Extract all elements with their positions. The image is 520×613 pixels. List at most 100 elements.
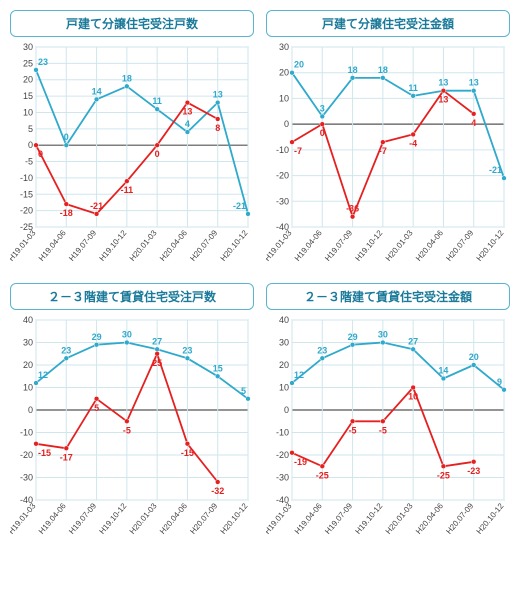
- svg-text:0: 0: [28, 140, 33, 150]
- svg-text:H20.07-09: H20.07-09: [444, 228, 475, 263]
- svg-text:H20.04-06: H20.04-06: [414, 228, 445, 263]
- svg-text:20: 20: [23, 360, 33, 370]
- svg-text:0: 0: [28, 405, 33, 415]
- svg-text:13: 13: [182, 107, 192, 117]
- svg-text:H20.04-06: H20.04-06: [158, 501, 189, 536]
- svg-text:5: 5: [94, 403, 99, 413]
- svg-text:H20.04-06: H20.04-06: [414, 501, 445, 536]
- svg-text:20: 20: [279, 68, 289, 78]
- panel-tl: 戸建て分譲住宅受注戸数 -25-20-15-10-5051015202530H1…: [10, 10, 254, 271]
- svg-text:8: 8: [215, 123, 220, 133]
- svg-text:-20: -20: [276, 171, 289, 181]
- svg-text:-18: -18: [60, 208, 73, 218]
- svg-text:14: 14: [438, 366, 448, 376]
- svg-text:14: 14: [92, 86, 102, 96]
- svg-text:10: 10: [279, 93, 289, 103]
- svg-text:-30: -30: [276, 473, 289, 483]
- svg-text:0: 0: [320, 128, 325, 138]
- svg-text:0: 0: [284, 405, 289, 415]
- svg-text:0: 0: [155, 149, 160, 159]
- svg-text:H20.01-03: H20.01-03: [128, 501, 159, 536]
- svg-text:18: 18: [378, 65, 388, 75]
- svg-text:H19.01-03: H19.01-03: [266, 501, 294, 536]
- svg-text:5: 5: [28, 124, 33, 134]
- svg-text:-7: -7: [294, 146, 302, 156]
- title-br: ２－３階建て賃貸住宅受注金額: [266, 283, 510, 310]
- svg-text:-25: -25: [316, 470, 329, 480]
- title-bl: ２－３階建て賃貸住宅受注戸数: [10, 283, 254, 310]
- svg-text:40: 40: [23, 315, 33, 325]
- svg-text:-5: -5: [379, 425, 387, 435]
- svg-text:H20.01-03: H20.01-03: [128, 228, 159, 263]
- svg-text:10: 10: [279, 383, 289, 393]
- svg-text:-5: -5: [349, 425, 357, 435]
- svg-text:20: 20: [23, 75, 33, 85]
- svg-text:-23: -23: [467, 466, 480, 476]
- svg-text:-15: -15: [20, 189, 33, 199]
- svg-text:20: 20: [294, 60, 304, 70]
- svg-text:4: 4: [185, 119, 190, 129]
- panel-br: ２－３階建て賃貸住宅受注金額 -40-30-20-10010203040H19.…: [266, 283, 510, 544]
- svg-text:-4: -4: [409, 138, 417, 148]
- svg-text:-19: -19: [294, 457, 307, 467]
- svg-text:10: 10: [23, 383, 33, 393]
- svg-text:15: 15: [23, 91, 33, 101]
- svg-text:30: 30: [122, 330, 132, 340]
- panel-bl: ２－３階建て賃貸住宅受注戸数 -40-30-20-10010203040H19.…: [10, 283, 254, 544]
- svg-text:-15: -15: [38, 448, 51, 458]
- chart-br: -40-30-20-10010203040H19.01-03H19.04-06H…: [266, 314, 510, 544]
- svg-text:-36: -36: [346, 204, 359, 214]
- svg-text:H19.01-03: H19.01-03: [10, 228, 38, 263]
- svg-text:20: 20: [279, 360, 289, 370]
- svg-text:11: 11: [152, 96, 162, 106]
- svg-text:13: 13: [438, 78, 448, 88]
- svg-text:H19.04-06: H19.04-06: [293, 501, 324, 536]
- svg-text:H19.07-09: H19.07-09: [67, 228, 98, 263]
- svg-text:H20.04-06: H20.04-06: [158, 228, 189, 263]
- svg-text:10: 10: [23, 107, 33, 117]
- svg-text:H19.04-06: H19.04-06: [37, 501, 68, 536]
- svg-text:10: 10: [408, 392, 418, 402]
- panel-tr: 戸建て分譲住宅受注金額 -40-30-20-100102030H19.01-03…: [266, 10, 510, 271]
- svg-text:H19.10-12: H19.10-12: [97, 501, 128, 536]
- svg-text:H20.07-09: H20.07-09: [444, 501, 475, 536]
- svg-text:25: 25: [152, 358, 162, 368]
- svg-text:-5: -5: [123, 425, 131, 435]
- svg-text:30: 30: [23, 42, 33, 52]
- svg-text:29: 29: [92, 332, 102, 342]
- svg-text:-21: -21: [489, 165, 502, 175]
- svg-text:-10: -10: [20, 173, 33, 183]
- svg-text:-21: -21: [90, 201, 103, 211]
- chart-bl: -40-30-20-10010203040H19.01-03H19.04-06H…: [10, 314, 254, 544]
- chart-tl: -25-20-15-10-5051015202530H19.01-03H19.0…: [10, 41, 254, 271]
- svg-text:H19.10-12: H19.10-12: [353, 228, 384, 263]
- svg-text:H20.01-03: H20.01-03: [384, 501, 415, 536]
- svg-text:13: 13: [213, 90, 223, 100]
- svg-text:-10: -10: [276, 428, 289, 438]
- svg-text:23: 23: [38, 57, 48, 67]
- svg-text:27: 27: [152, 336, 162, 346]
- svg-text:0: 0: [284, 119, 289, 129]
- svg-text:-15: -15: [181, 448, 194, 458]
- svg-text:-10: -10: [276, 145, 289, 155]
- chart-grid: 戸建て分譲住宅受注戸数 -25-20-15-10-5051015202530H1…: [10, 10, 510, 544]
- svg-text:27: 27: [408, 336, 418, 346]
- svg-text:0: 0: [38, 149, 43, 159]
- svg-text:H19.07-09: H19.07-09: [323, 501, 354, 536]
- svg-text:H20.01-03: H20.01-03: [384, 228, 415, 263]
- svg-text:H20.07-09: H20.07-09: [188, 228, 219, 263]
- svg-text:12: 12: [294, 370, 304, 380]
- svg-text:-25: -25: [437, 470, 450, 480]
- svg-text:H19.01-03: H19.01-03: [10, 501, 38, 536]
- svg-text:3: 3: [320, 103, 325, 113]
- svg-text:H19.01-03: H19.01-03: [266, 228, 294, 263]
- svg-text:-20: -20: [20, 450, 33, 460]
- svg-text:H20.07-09: H20.07-09: [188, 501, 219, 536]
- svg-text:11: 11: [408, 83, 418, 93]
- svg-text:20: 20: [469, 352, 479, 362]
- svg-text:12: 12: [38, 370, 48, 380]
- svg-text:13: 13: [469, 78, 479, 88]
- chart-tr: -40-30-20-100102030H19.01-03H19.04-06H19…: [266, 41, 510, 271]
- svg-text:25: 25: [23, 58, 33, 68]
- svg-text:-20: -20: [276, 450, 289, 460]
